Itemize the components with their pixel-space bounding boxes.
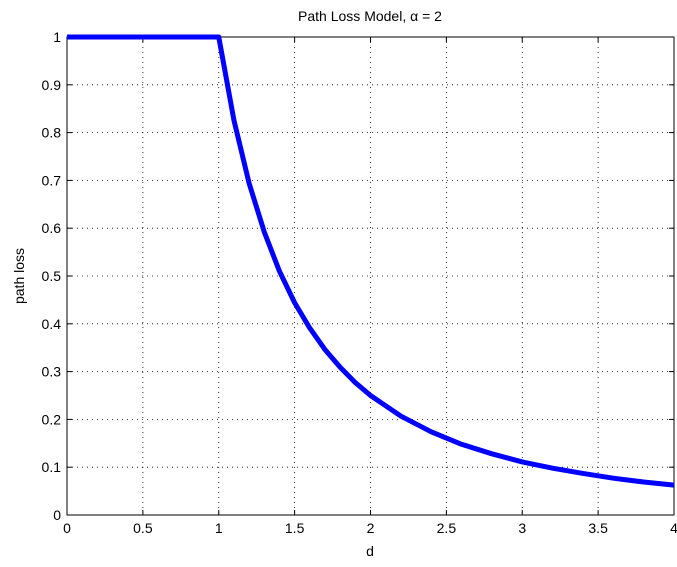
grid-lines <box>67 37 674 515</box>
x-axis-label: d <box>366 543 374 559</box>
y-tick-label: 0.4 <box>42 316 62 332</box>
y-tick-label: 0 <box>53 507 61 523</box>
chart-title: Path Loss Model, α = 2 <box>298 8 442 24</box>
x-tick-labels: 0 0.5 1 1.5 2 2.5 3 3.5 4 <box>63 520 677 536</box>
y-tick-label: 1 <box>53 29 61 45</box>
y-tick-label: 0.8 <box>42 125 62 141</box>
y-tick-labels: 0 0.1 0.2 0.3 0.4 0.5 0.6 0.7 0.8 0.9 1 <box>42 29 62 523</box>
y-tick-label: 0.5 <box>42 268 62 284</box>
x-tick-label: 2.5 <box>437 520 457 536</box>
x-tick-label: 3.5 <box>588 520 608 536</box>
y-tick-label: 0.9 <box>42 77 62 93</box>
x-tick-label: 2 <box>367 520 375 536</box>
y-tick-label: 0.6 <box>42 220 62 236</box>
x-tick-label: 0 <box>63 520 71 536</box>
x-tick-label: 3 <box>518 520 526 536</box>
x-tick-label: 0.5 <box>133 520 153 536</box>
y-axis-label: path loss <box>11 248 27 304</box>
y-tick-label: 0.2 <box>42 411 62 427</box>
y-tick-label: 0.3 <box>42 364 62 380</box>
axis-ticks <box>66 36 675 516</box>
x-tick-label: 1 <box>215 520 223 536</box>
y-tick-label: 0.1 <box>42 459 62 475</box>
path-loss-line <box>67 34 675 488</box>
x-tick-label: 1.5 <box>285 520 305 536</box>
x-tick-label: 4 <box>670 520 677 536</box>
series-group <box>67 34 675 488</box>
y-tick-label: 0.7 <box>42 172 62 188</box>
